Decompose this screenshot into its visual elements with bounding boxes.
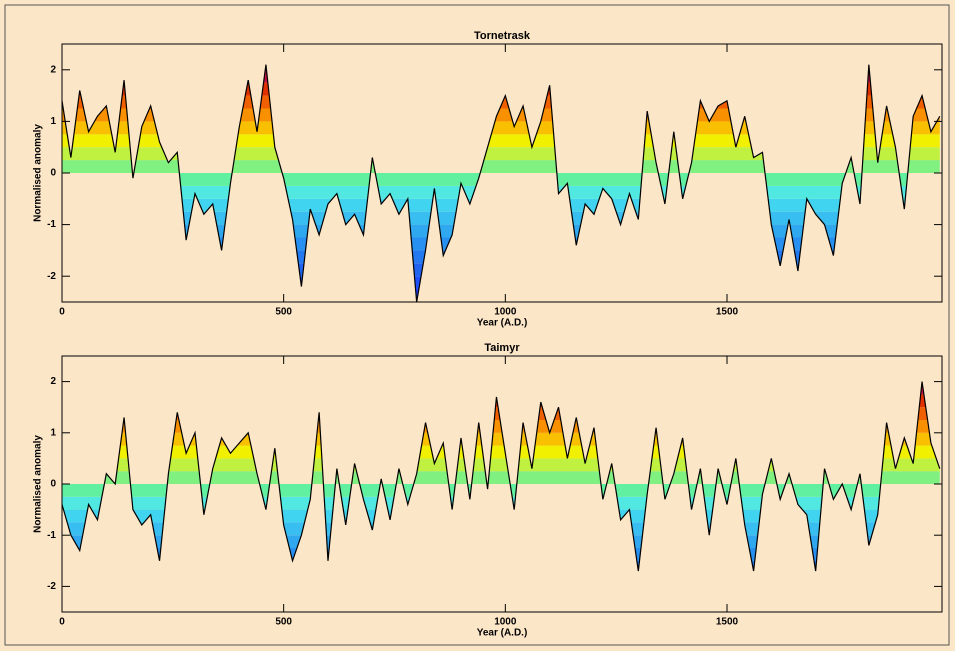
color-band: [62, 574, 942, 587]
chart-title: Taimyr: [484, 342, 520, 354]
x-axis-label: Year (A.D.): [477, 628, 528, 639]
color-band: [62, 263, 940, 277]
color-band: [62, 509, 940, 523]
color-band: [62, 276, 940, 290]
y-tick-label: 1: [50, 427, 56, 438]
x-tick-label: 1000: [494, 307, 517, 318]
color-band: [62, 356, 942, 369]
color-band: [62, 147, 940, 161]
y-tick-label: 1: [50, 116, 56, 127]
figure-border: [4, 4, 950, 646]
color-band: [62, 599, 942, 612]
color-band: [62, 586, 942, 599]
y-tick-label: -2: [47, 271, 56, 282]
x-tick-label: 1500: [716, 307, 739, 318]
color-band: [62, 237, 940, 251]
color-band: [62, 160, 940, 173]
color-band: [62, 173, 940, 186]
color-band: [62, 458, 940, 472]
color-band: [62, 134, 940, 148]
x-axis-label: Year (A.D.): [477, 318, 528, 329]
color-band: [62, 484, 940, 497]
color-band: [62, 369, 942, 382]
y-tick-label: -2: [47, 581, 56, 592]
color-band: [62, 69, 940, 83]
color-band: [62, 108, 940, 122]
y-tick-label: -1: [47, 530, 56, 541]
x-tick-label: 1500: [716, 617, 739, 628]
color-band: [62, 407, 940, 420]
y-tick-label: -1: [47, 219, 56, 230]
color-band: [62, 250, 940, 264]
color-band: [62, 548, 940, 561]
y-tick-label: 0: [50, 168, 56, 179]
color-band: [62, 560, 940, 572]
series-line: [61, 64, 941, 303]
y-axis-label: Normalised anomaly: [33, 435, 44, 533]
color-band: [62, 289, 940, 302]
color-band: [62, 471, 940, 484]
chart-title: Tornetrask: [474, 30, 531, 42]
color-band: [62, 44, 942, 57]
color-band: [62, 496, 940, 510]
y-tick-label: 2: [50, 376, 56, 387]
x-tick-label: 0: [59, 617, 65, 628]
y-tick-label: 2: [50, 64, 56, 75]
color-band: [62, 82, 940, 96]
x-tick-label: 500: [275, 307, 292, 318]
x-tick-label: 1000: [494, 617, 517, 628]
color-band: [62, 121, 940, 135]
y-axis-label: Normalised anomaly: [33, 124, 44, 222]
color-band: [62, 381, 940, 395]
color-band: [62, 64, 940, 70]
x-tick-label: 0: [59, 307, 65, 318]
color-band: [62, 224, 940, 238]
x-tick-label: 500: [275, 617, 292, 628]
color-band: [62, 394, 940, 408]
color-band: [62, 211, 940, 225]
series-line: [61, 381, 941, 572]
color-band: [62, 445, 940, 459]
y-tick-label: 0: [50, 479, 56, 490]
